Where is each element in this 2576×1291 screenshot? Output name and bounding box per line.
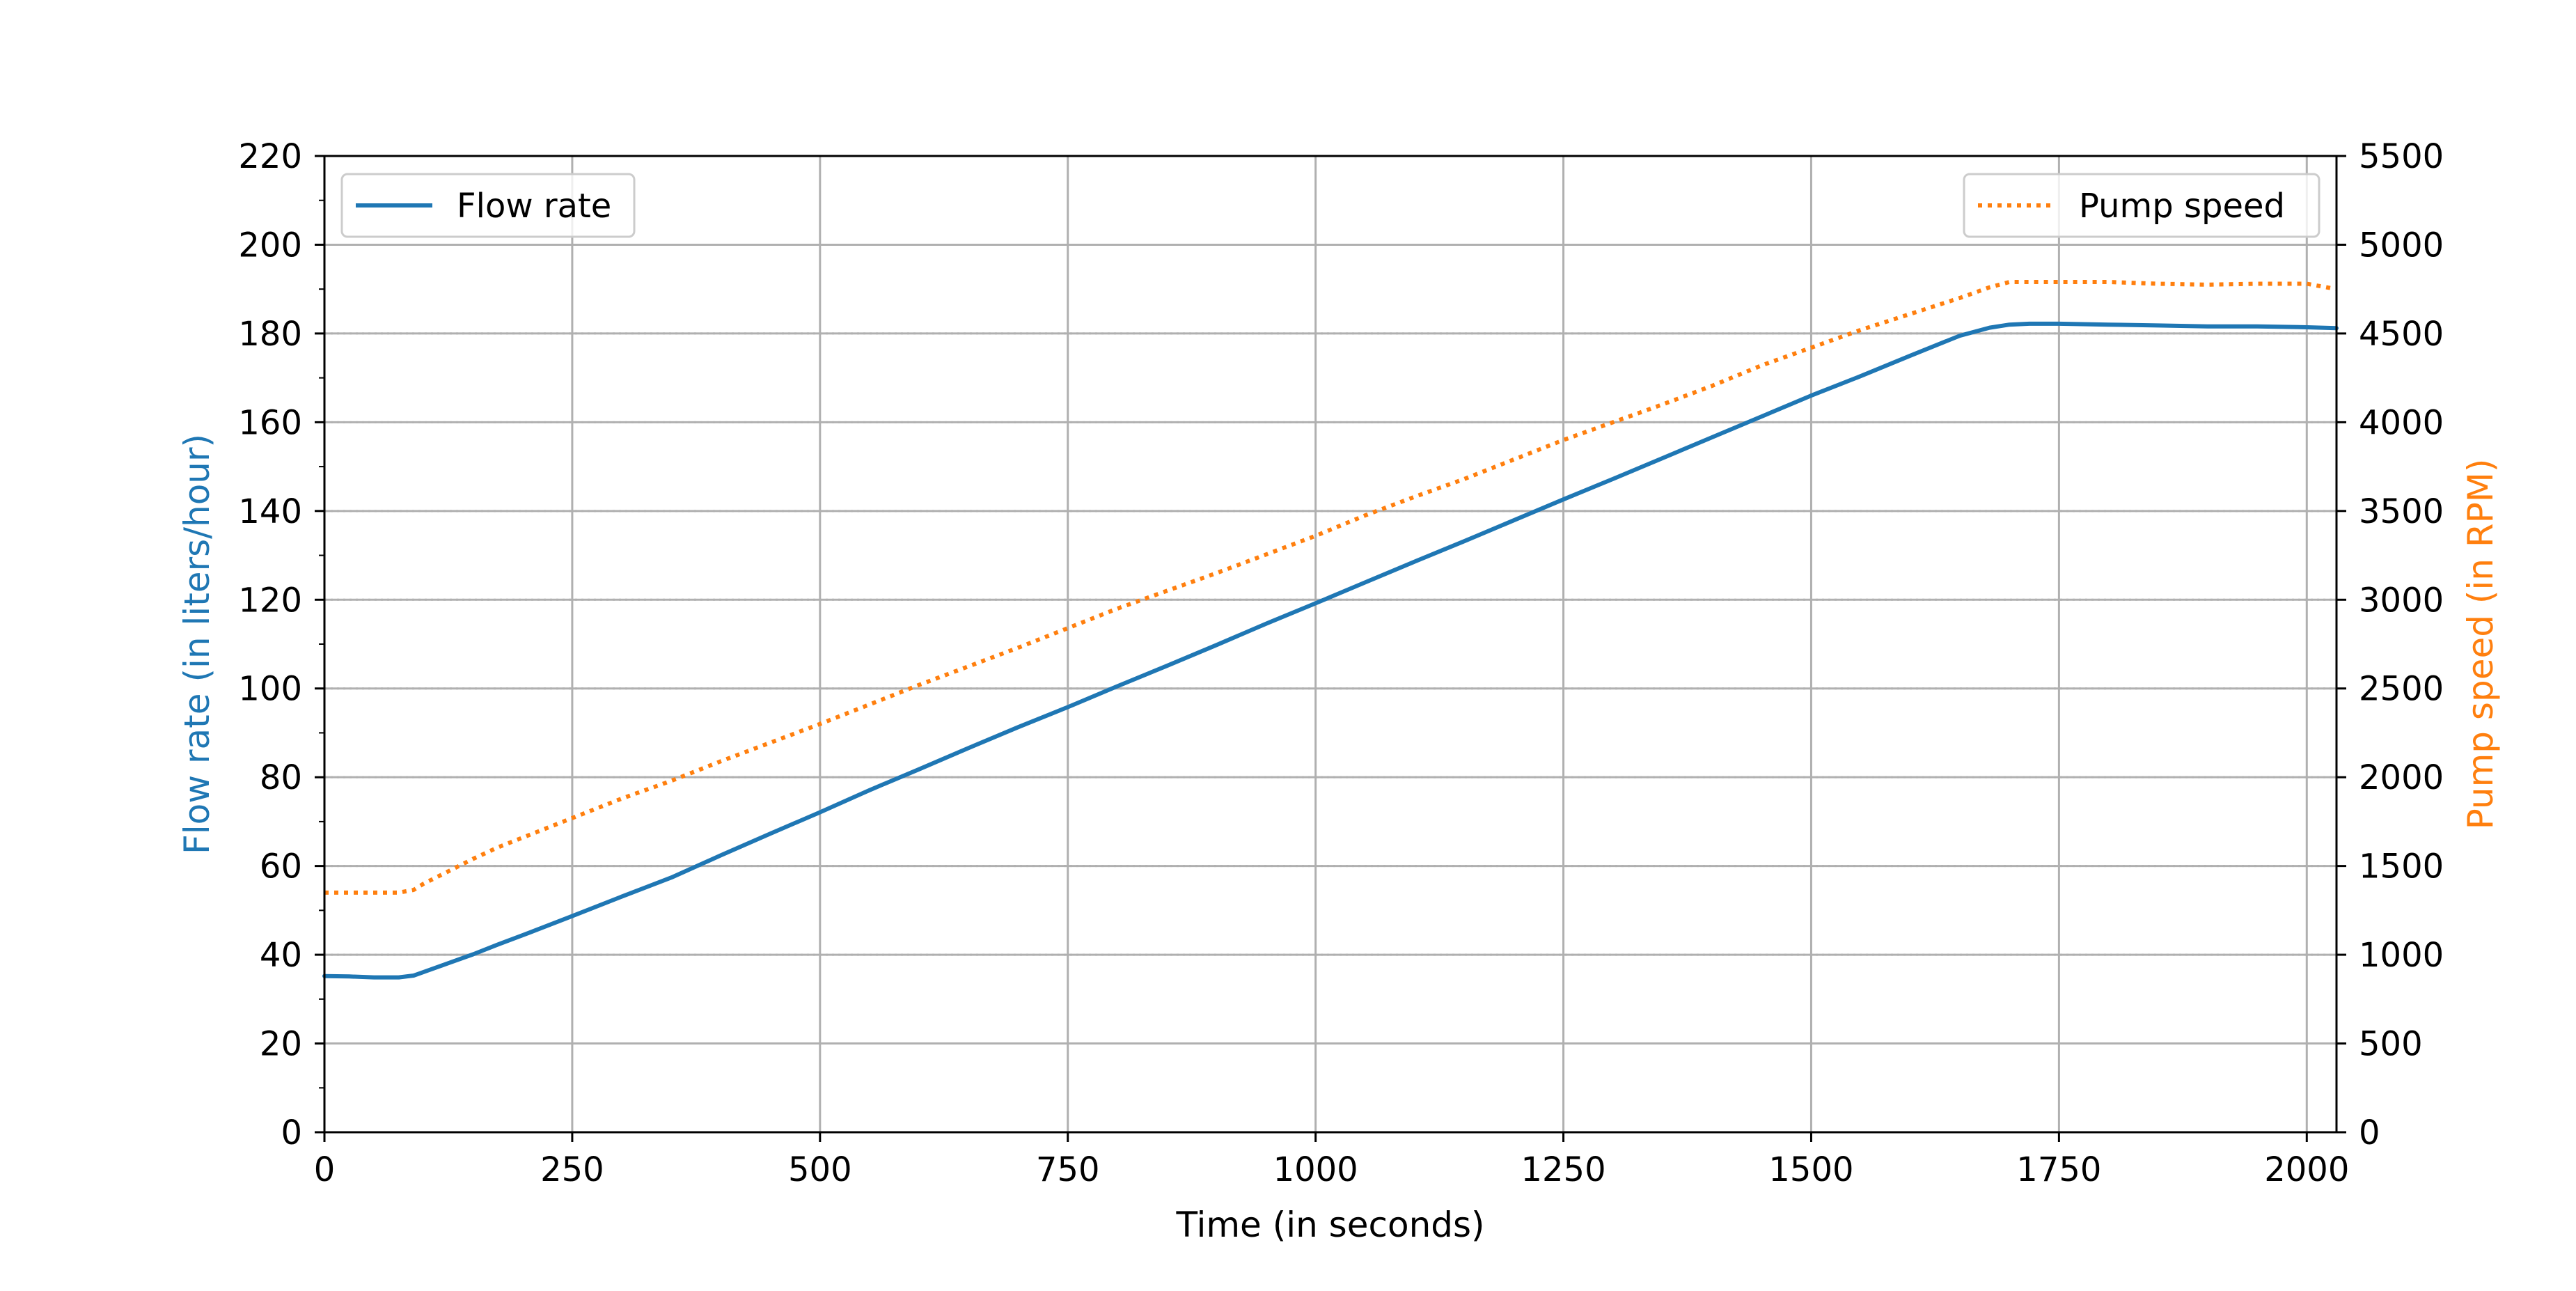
y-axis-right-title: Pump speed (in RPM): [2460, 459, 2501, 830]
x-tick-label-7: 1750: [2016, 1150, 2101, 1189]
y-left-tick-label-2: 40: [260, 936, 302, 975]
series-layer: [322, 280, 2339, 980]
y-axis-left-title: Flow rate (in liters/hour): [177, 434, 217, 854]
y-right-tick-label-8: 4000: [2359, 403, 2444, 442]
y-left-tick-label-5: 100: [238, 670, 302, 709]
x-axis-title: Time (in seconds): [1175, 1205, 1484, 1245]
y-right-tick-label-2: 1000: [2359, 936, 2444, 975]
legend-pump-speed-label: Pump speed: [2079, 187, 2285, 226]
y-right-tick-label-7: 3500: [2359, 492, 2444, 531]
y-left-tick-label-1: 20: [260, 1025, 302, 1064]
series-line-flow-rate: [322, 321, 2339, 980]
y-right-tick-label-4: 2000: [2359, 758, 2444, 797]
y-right-tick-label-3: 1500: [2359, 847, 2444, 886]
y-right-tick-label-0: 0: [2359, 1113, 2380, 1152]
y-right-tick-label-6: 3000: [2359, 581, 2444, 620]
y-left-tick-label-7: 140: [238, 492, 302, 531]
y-right-tick-label-11: 5500: [2359, 137, 2444, 176]
y-left-tick-label-0: 0: [281, 1113, 302, 1152]
legend-flow-rate: Flow rate: [340, 173, 636, 238]
x-tick-label-1: 250: [540, 1150, 604, 1189]
y-left-tick-label-6: 120: [238, 581, 302, 620]
tick-layer: 0 250 500 750 1000 1250 1500 1750 20000204060801…: [238, 137, 2444, 1189]
grid-layer: [323, 155, 2337, 1134]
y-right-tick-label-1: 500: [2359, 1025, 2423, 1064]
y-left-tick-label-10: 200: [238, 226, 302, 265]
y-left-tick-label-9: 180: [238, 315, 302, 354]
x-tick-label-2: 500: [788, 1150, 852, 1189]
y-left-tick-label-3: 60: [260, 847, 302, 886]
series-line-pump-speed: [324, 280, 2337, 895]
legend-pump-speed: Pump speed: [1963, 173, 2320, 238]
x-tick-label-4: 1000: [1273, 1150, 1358, 1189]
x-tick-label-0: 0: [314, 1150, 336, 1189]
x-tick-label-3: 750: [1036, 1150, 1100, 1189]
y-left-tick-label-11: 220: [238, 137, 302, 176]
x-tick-label-6: 1500: [1768, 1150, 1853, 1189]
x-tick-label-8: 2000: [2264, 1150, 2349, 1189]
y-right-tick-label-5: 2500: [2359, 670, 2444, 709]
legend-pump-speed-box: [1963, 173, 2320, 238]
y-right-tick-label-9: 4500: [2359, 315, 2444, 354]
y-right-tick-label-10: 5000: [2359, 226, 2444, 265]
y-left-tick-label-4: 80: [260, 758, 302, 797]
legend-flow-rate-label: Flow rate: [457, 187, 611, 226]
y-left-tick-label-8: 160: [238, 403, 302, 442]
x-tick-label-5: 1250: [1521, 1150, 1605, 1189]
legend-flow-rate-box: [340, 173, 636, 238]
